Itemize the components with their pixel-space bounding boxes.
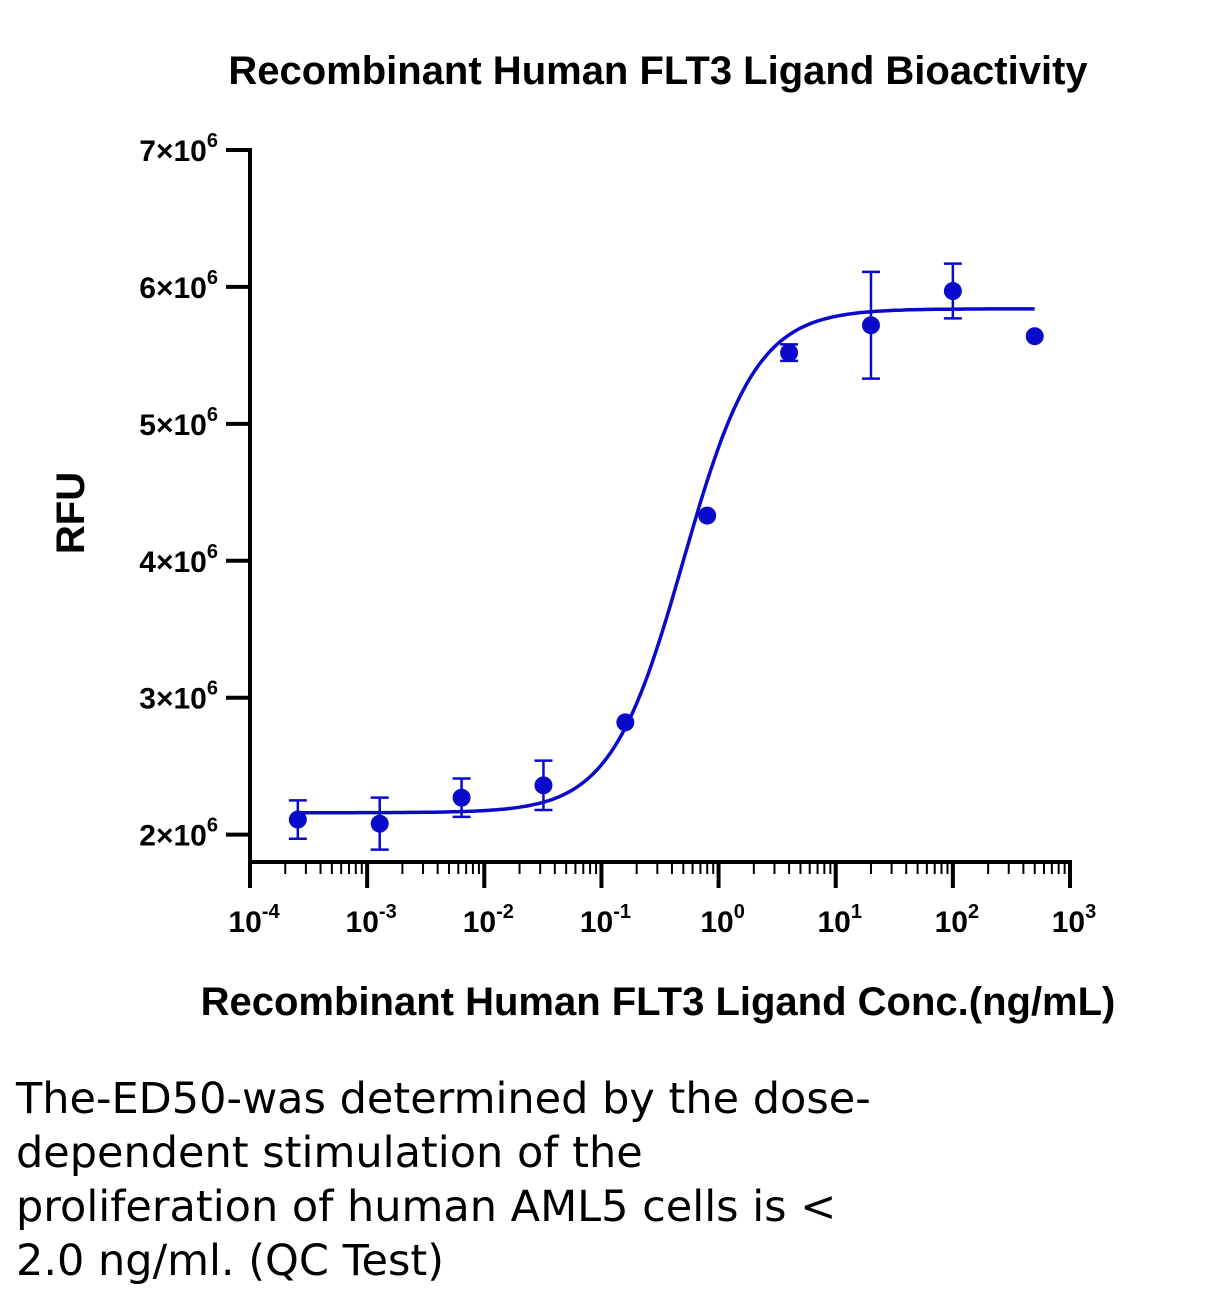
x-tick-label: 103 <box>1052 901 1097 939</box>
data-point <box>1025 327 1044 346</box>
caption-line: dependent stimulation of the <box>16 1128 643 1178</box>
data-point <box>452 788 471 807</box>
y-tick-label: 6×106 <box>139 267 218 305</box>
data-point <box>534 776 553 795</box>
y-tick-label: 5×106 <box>139 404 218 442</box>
y-axis-label: RFU <box>49 472 93 554</box>
x-axis-ticks: 10-4 10-3 10-2 10-1 100 101 102 103 <box>228 862 1096 939</box>
x-tick-label: 102 <box>935 901 980 939</box>
y-tick-label: 4×106 <box>139 541 218 579</box>
fit-curve-layer <box>297 307 1035 815</box>
y-tick-label: 2×106 <box>139 815 218 853</box>
y-tick-label: 3×106 <box>139 678 218 716</box>
y-tick-label: 7×106 <box>139 130 218 168</box>
data-point <box>943 282 962 301</box>
caption-line: proliferation of human AML5 cells is < <box>16 1182 837 1232</box>
data-point <box>616 713 635 732</box>
x-axis-label: Recombinant Human FLT3 Ligand Conc.(ng/m… <box>201 980 1116 1024</box>
x-tick-label: 10-3 <box>346 901 397 939</box>
x-tick-label: 10-2 <box>463 901 514 939</box>
axes <box>248 148 1072 864</box>
x-tick-label: 10-4 <box>228 901 280 939</box>
x-tick-label: 10-1 <box>580 901 631 939</box>
y-axis-ticks: 2×106 3×106 4×106 5×106 6×106 7×106 <box>139 130 250 853</box>
x-tick-label: 100 <box>700 901 745 939</box>
data-point <box>780 343 799 362</box>
data-point <box>288 810 307 829</box>
caption-line: The-ED50-was determined by the dose- <box>16 1074 871 1124</box>
data-points-layer <box>288 262 1044 851</box>
chart-title: Recombinant Human FLT3 Ligand Bioactivit… <box>228 49 1088 93</box>
chart: Recombinant Human FLT3 Ligand Bioactivit… <box>49 49 1116 1024</box>
x-tick-label: 101 <box>817 901 862 939</box>
caption-line: 2.0 ng/ml. (QC Test) <box>16 1236 445 1286</box>
data-point <box>370 814 389 833</box>
fit-curve <box>297 307 1035 815</box>
data-point <box>698 506 717 525</box>
data-point <box>861 316 880 335</box>
caption: The-ED50-was determined by the dose- dep… <box>16 1072 916 1288</box>
